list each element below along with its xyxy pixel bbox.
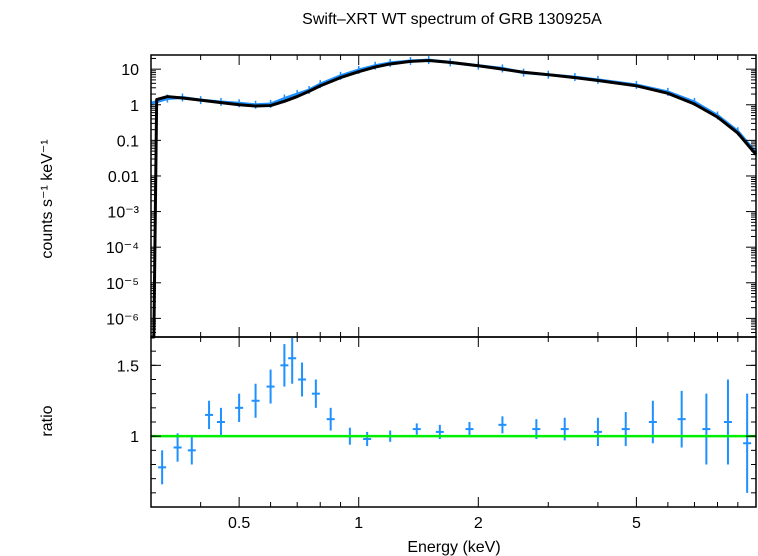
spectrum-panel: 10 1 0.1 0.01 10⁻³ 10⁻⁴ 10⁻⁵ 10⁻⁶: [106, 54, 758, 339]
ratio-panel: 1.5 1 0.5 1 2 5: [117, 336, 757, 532]
x-tick-label: 0.5: [228, 515, 250, 532]
spectrum-model-series: [151, 59, 758, 339]
x-axis-label: Energy (keV): [407, 539, 500, 556]
spectrum-y-tick-label: 0.01: [108, 169, 139, 186]
x-tick-label: 2: [474, 515, 483, 532]
spectrum-y-tick-label: 10⁻⁶: [106, 311, 139, 328]
ratio-plot-frame: [150, 336, 757, 508]
spectrum-y-tick-label: 10: [121, 62, 139, 79]
spectrum-y-tick-label: 10⁻⁴: [106, 240, 139, 257]
spectrum-y-tick-label: 10⁻³: [107, 205, 139, 222]
x-tick-label: 5: [632, 515, 641, 532]
spectrum-y-tick-label: 10⁻⁵: [106, 276, 139, 293]
ratio-y-tick-label: 1.5: [117, 358, 139, 375]
spectrum-y-tick-label: 1: [130, 98, 139, 115]
x-tick-label: 1: [354, 515, 363, 532]
ratio-data-series: [158, 337, 752, 493]
ratio-ticks: 1.5 1 0.5 1 2 5: [117, 337, 757, 532]
spectrum-ticks: 10 1 0.1 0.01 10⁻³ 10⁻⁴ 10⁻⁵ 10⁻⁶: [106, 55, 757, 338]
spectrum-y-tick-label: 0.1: [117, 133, 139, 150]
spectrum-plot-frame: [150, 54, 757, 338]
ratio-y-tick-label: 1: [130, 429, 139, 446]
ratio-y-axis-label: ratio: [39, 405, 56, 436]
spectrum-y-axis-label: counts s⁻¹ keV⁻¹: [39, 139, 56, 258]
spectrum-model-line: [151, 59, 758, 339]
chart-title: Swift–XRT WT spectrum of GRB 130925A: [302, 11, 602, 28]
